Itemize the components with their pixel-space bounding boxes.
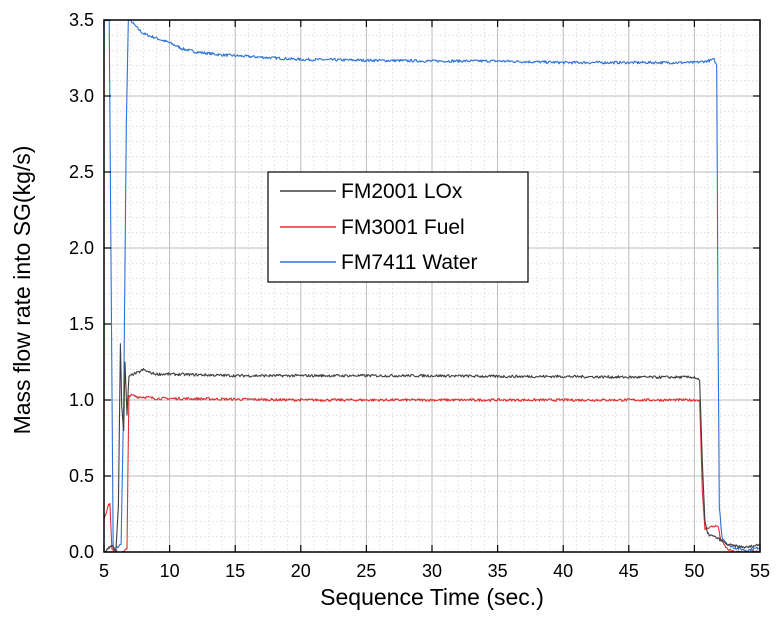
y-tick-label: 2.0 [69,238,94,258]
y-tick-label: 3.5 [69,10,94,30]
x-tick-label: 5 [99,561,109,581]
x-tick-label: 15 [225,561,245,581]
x-tick-label: 40 [553,561,573,581]
series-line-fm3001-fuel [104,393,760,552]
x-tick-labels: 5 10 15 20 25 30 35 40 45 50 55 [99,561,770,581]
x-tick-label: 55 [750,561,770,581]
x-tick-label: 25 [356,561,376,581]
legend-label-fm2001-lox: FM2001 LOx [341,180,463,203]
x-tick-label: 35 [488,561,508,581]
tick-marks [103,19,761,553]
y-axis-title: Mass flow rate into SG(kg/s) [9,146,35,435]
x-tick-label: 45 [619,561,639,581]
legend: FM2001 LOx FM3001 Fuel FM7411 Water [267,171,529,283]
x-axis-title: Sequence Time (sec.) [320,584,544,610]
x-tick-label: 10 [160,561,180,581]
y-tick-labels: 0.0 0.5 1.0 1.5 2.0 2.5 3.0 3.5 [69,10,94,562]
x-tick-label: 30 [422,561,442,581]
legend-label-fm7411-water: FM7411 Water [341,251,478,274]
series-line-fm7411-water [104,20,760,552]
y-tick-label: 2.5 [69,162,94,182]
series-layer [104,20,760,552]
legend-label-fm3001-fuel: FM3001 Fuel [341,216,465,239]
x-tick-label: 20 [291,561,311,581]
series-line-fm2001-lox [104,343,760,552]
y-tick-label: 3.0 [69,86,94,106]
y-tick-label: 0.5 [69,466,94,486]
y-tick-label: 0.0 [69,542,94,562]
y-tick-label: 1.0 [69,390,94,410]
x-tick-label: 50 [684,561,704,581]
y-tick-label: 1.5 [69,314,94,334]
